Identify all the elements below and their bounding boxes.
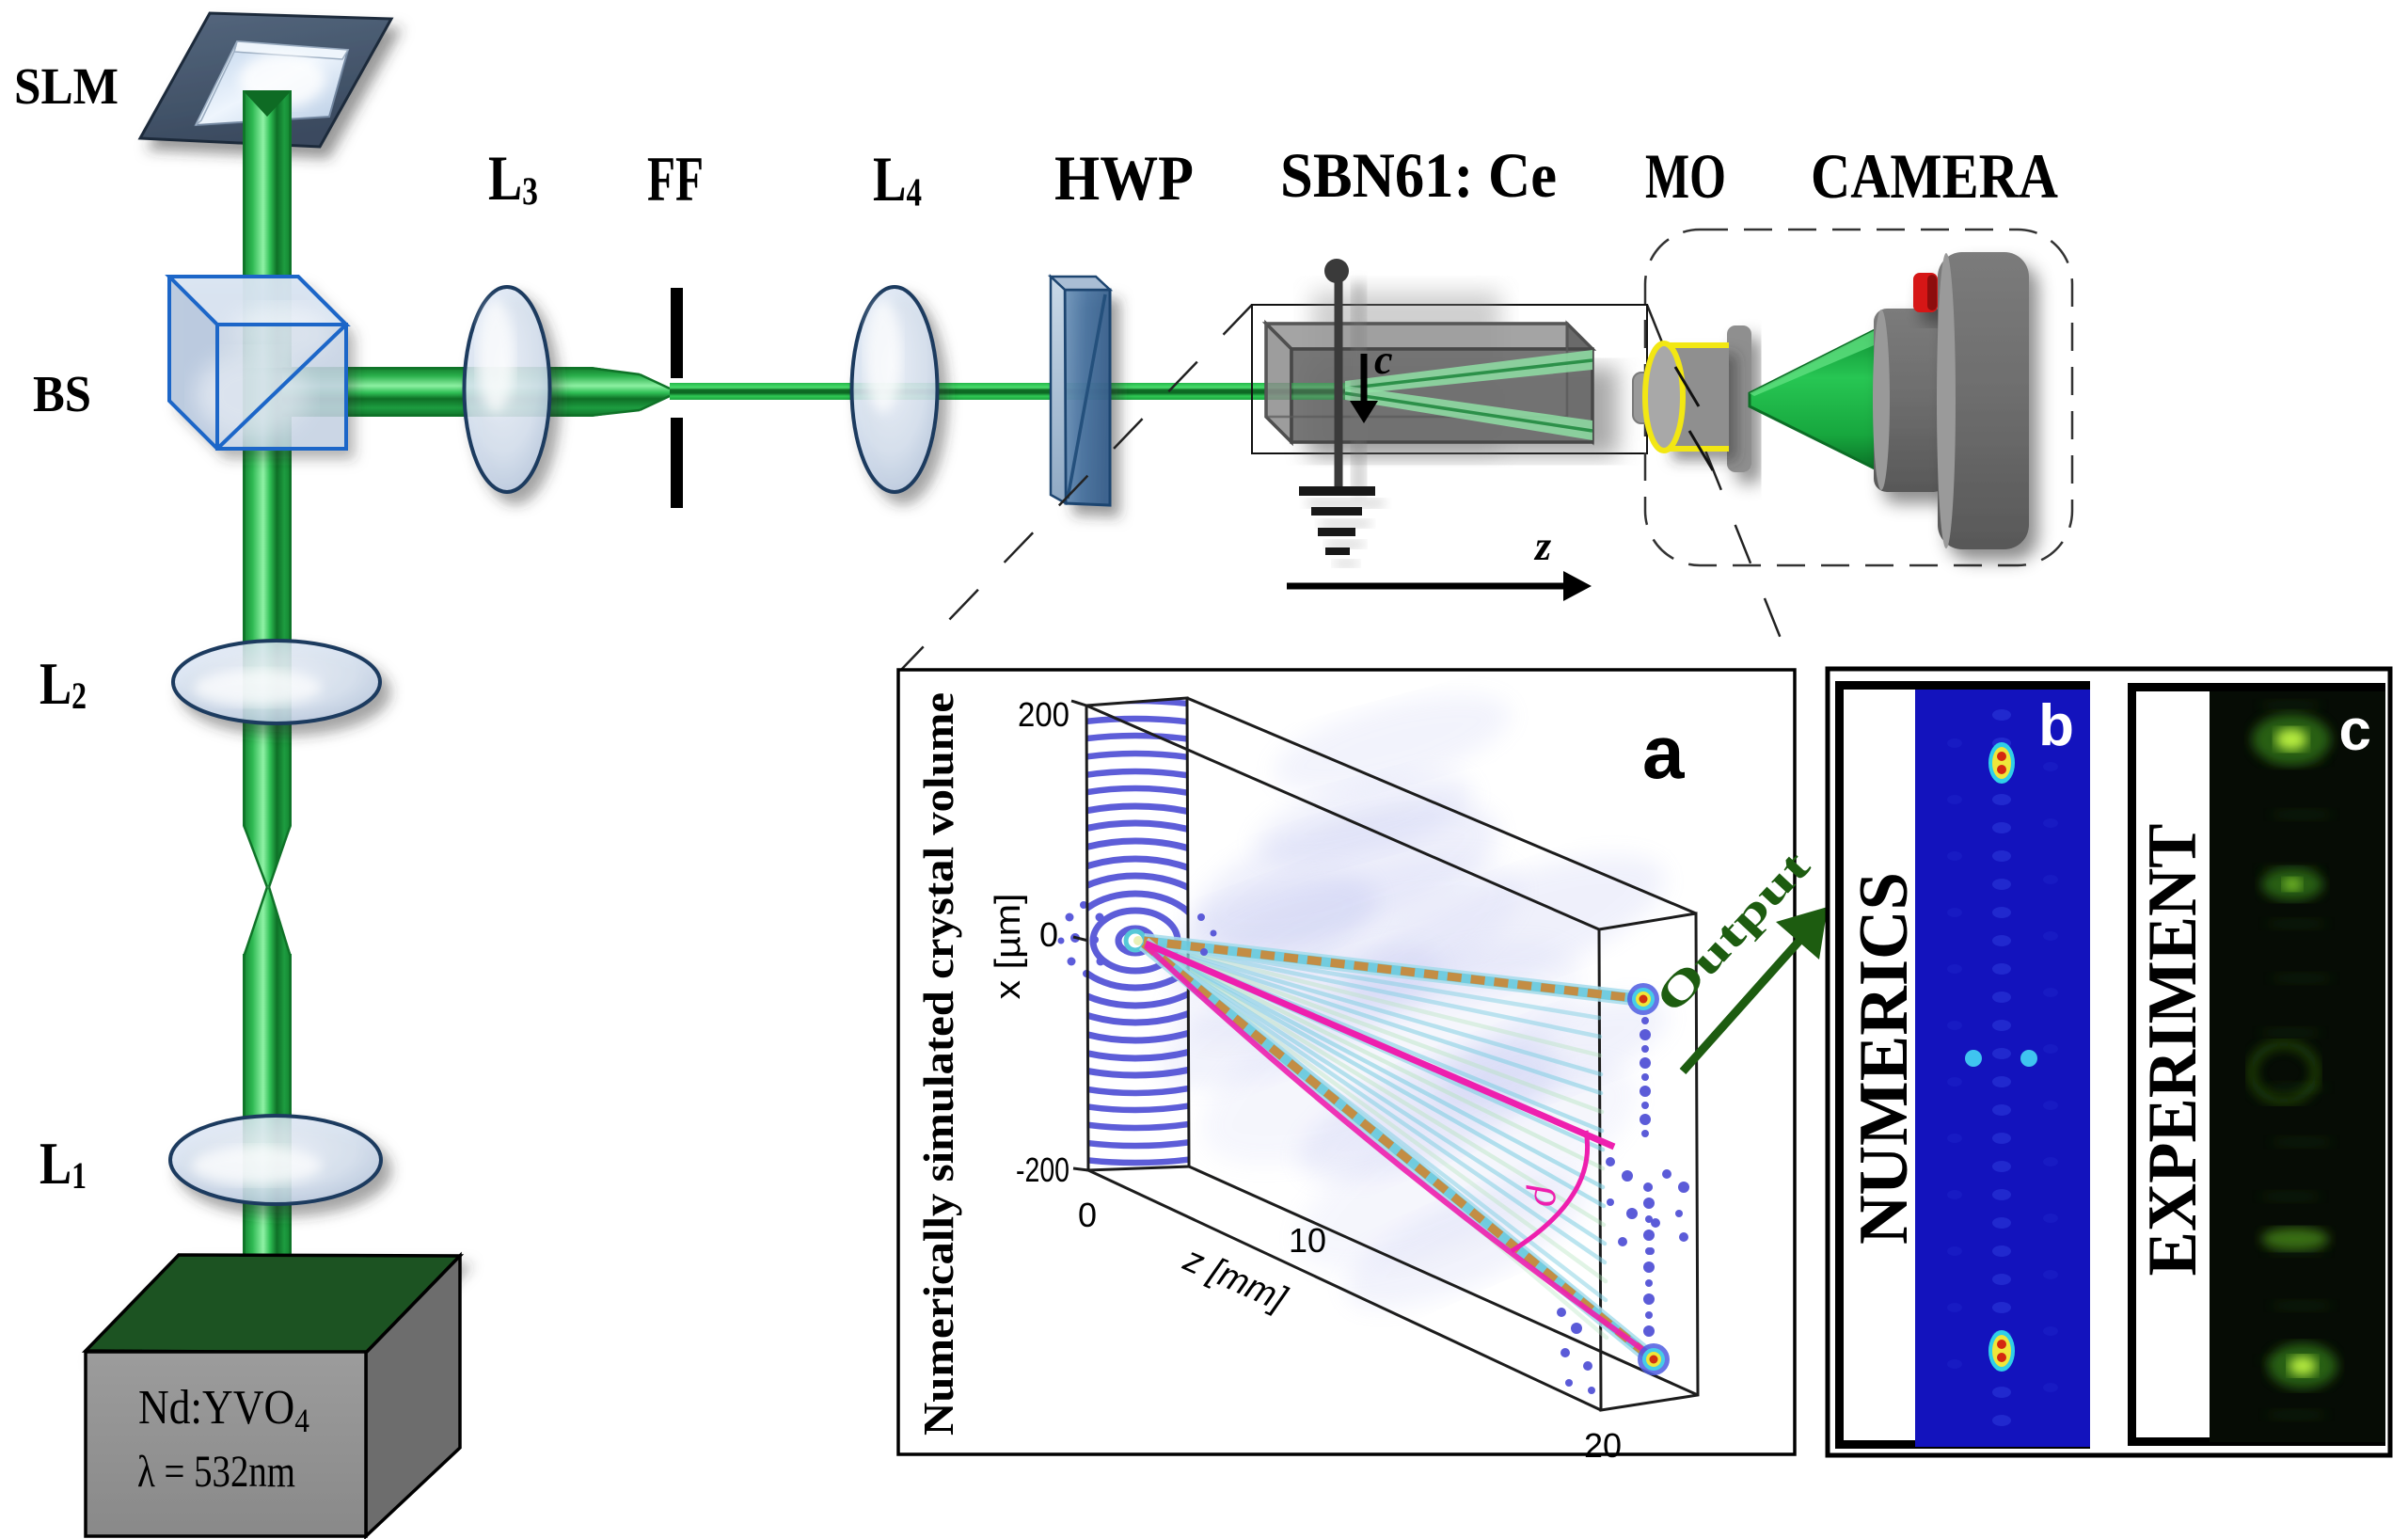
svg-text:10: 10	[1289, 1221, 1326, 1260]
svg-text:CAMERA: CAMERA	[1811, 140, 2058, 212]
svg-text:0: 0	[1039, 915, 1058, 954]
svg-text:-200: -200	[1016, 1150, 1069, 1189]
svg-text:x [µm]: x [µm]	[989, 894, 1028, 1000]
svg-text:λ = 532nm: λ = 532nm	[137, 1447, 295, 1497]
svg-text:c: c	[1374, 337, 1393, 383]
svg-text:FF: FF	[647, 143, 704, 214]
svg-text:EXPERIMENT: EXPERIMENT	[2134, 824, 2211, 1277]
svg-text:BS: BS	[33, 365, 91, 422]
svg-text:Nd:YVO4: Nd:YVO4	[138, 1381, 309, 1439]
svg-text:a: a	[1642, 710, 1685, 794]
svg-text:HWP: HWP	[1054, 142, 1194, 214]
svg-text:0: 0	[1078, 1196, 1097, 1234]
svg-text:L4: L4	[873, 143, 922, 214]
svg-text:MO: MO	[1645, 140, 1726, 212]
svg-text:z: z	[1533, 523, 1551, 569]
svg-text:SLM: SLM	[14, 57, 119, 115]
svg-text:20: 20	[1584, 1426, 1622, 1465]
svg-text:ρ: ρ	[1526, 1184, 1574, 1207]
svg-text:c: c	[2339, 698, 2371, 763]
svg-text:200: 200	[1018, 695, 1069, 734]
svg-text:SBN61: Ce: SBN61: Ce	[1280, 139, 1557, 211]
svg-text:Numerically simulated crystal: Numerically simulated crystal volume	[914, 692, 962, 1436]
svg-text:NUMERICS: NUMERICS	[1846, 872, 1923, 1245]
svg-text:b: b	[2038, 693, 2074, 758]
